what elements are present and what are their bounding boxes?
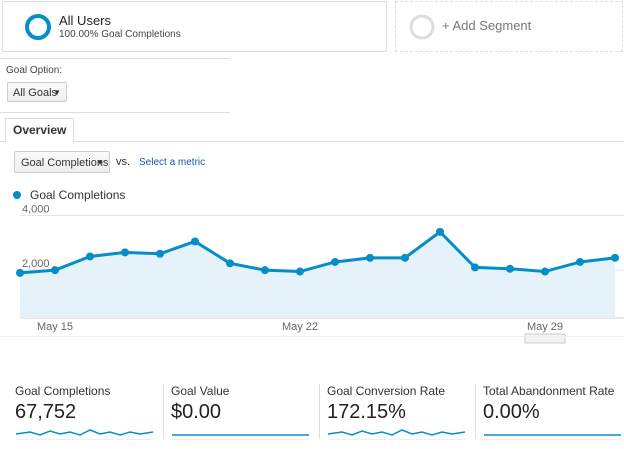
point [331, 257, 339, 266]
area [20, 231, 615, 318]
sparkline [327, 429, 466, 440]
scorecard-value: $0.00 [171, 401, 222, 423]
scorecard-label: Goal Value [171, 384, 230, 398]
segment-icon [25, 14, 51, 40]
point [16, 268, 24, 277]
point [86, 252, 94, 261]
legend-dot [13, 191, 21, 199]
point [51, 266, 59, 275]
sparkline [15, 429, 154, 440]
scorecard-value: 67,752 [15, 401, 77, 423]
point [401, 253, 409, 262]
add-label: + Add Segment [442, 18, 532, 33]
add-segment[interactable]: + Add Segment [395, 1, 623, 52]
scorecard[interactable]: Goal Completions 67,752 [15, 384, 155, 444]
add-icon [409, 14, 435, 40]
point [471, 263, 479, 272]
scorecard[interactable]: Goal Conversion Rate 172.15% [327, 384, 467, 444]
y-tick-label: 2,000 [22, 258, 50, 270]
point [261, 266, 269, 275]
segment-card[interactable]: All Users 100.00% Goal Completions [2, 1, 387, 52]
sparkline [484, 434, 621, 440]
point [226, 259, 234, 268]
scorecard-label: Goal Completions [15, 384, 111, 398]
line [19, 229, 616, 275]
sparkline [172, 434, 309, 440]
scorecard-value: 172.15% [327, 401, 406, 423]
legend-label[interactable]: Goal Completions [30, 188, 125, 202]
point [436, 227, 444, 236]
chart: Goal Completions 2,000 4,000 May 15 May 22 M… [13, 188, 624, 344]
collapse-handle[interactable] [524, 333, 566, 344]
goal-dropdown[interactable]: All Goals ▼ [7, 82, 67, 102]
segment-subtitle: 100.00% Goal Completions [59, 29, 181, 40]
divider [0, 58, 230, 59]
scorecard-label: Goal Conversion Rate [327, 384, 446, 398]
point [121, 248, 129, 257]
tab-rule [0, 141, 624, 142]
y-tick-label: 4,000 [22, 203, 50, 215]
point [156, 249, 164, 258]
scorecard[interactable]: Total Abandonment Rate 0.00% [483, 384, 623, 444]
card-separator [163, 384, 164, 439]
x-tick-label: May 22 [282, 321, 318, 333]
goal-value: All Goals [13, 87, 58, 99]
x-tick-label: May 15 [37, 321, 73, 333]
point [296, 267, 304, 276]
divider [0, 112, 230, 113]
point [366, 253, 374, 262]
scorecard-label: Total Abandonment Rate [483, 384, 615, 398]
metric-dropdown[interactable]: Goal Completions ▼ [14, 151, 110, 173]
metric-value: Goal Completions [21, 157, 109, 169]
point [611, 253, 619, 262]
point [576, 257, 584, 266]
scorecard-value: 0.00% [483, 401, 540, 423]
point [191, 237, 199, 246]
overview-tab[interactable]: Overview [5, 118, 75, 143]
divider [0, 336, 624, 337]
goal-option-label: Goal Option: [6, 65, 63, 76]
point [541, 267, 549, 276]
select-metric[interactable]: Select a metric [139, 157, 206, 168]
point [506, 264, 514, 273]
card-separator [475, 384, 476, 439]
scorecard[interactable]: Goal Value $0.00 [171, 384, 311, 444]
x-tick-label: May 29 [527, 321, 563, 333]
vs: vs. [116, 156, 131, 168]
segment-title: All Users [59, 13, 112, 28]
card-separator [319, 384, 320, 439]
